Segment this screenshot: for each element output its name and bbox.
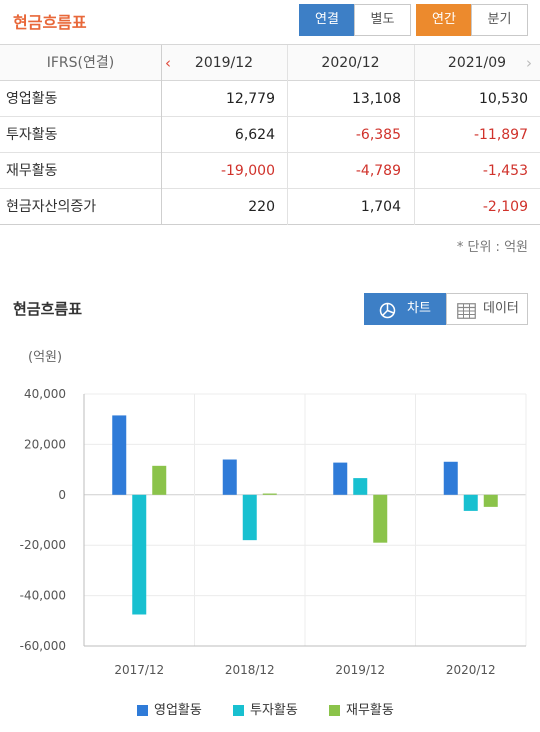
table-cell: -4,789 [355, 163, 401, 179]
table-cell: 13,108 [352, 91, 401, 107]
bar [353, 478, 368, 495]
page-title: 현금흐름표 [13, 13, 87, 32]
view-data-label: 데이터 [483, 301, 519, 316]
bar [333, 462, 348, 495]
row-label: 재무활동 [6, 163, 58, 179]
table-cell: 6,624 [234, 127, 275, 143]
column-divider [287, 153, 288, 189]
chart-unit-label: (억원) [28, 350, 63, 365]
column-header-period: 2021/09 [447, 55, 507, 71]
tab-annual[interactable]: 연간 [416, 4, 472, 36]
column-divider [414, 81, 415, 117]
x-tick-label: 2017/12 [114, 663, 164, 677]
legend-label: 재무활동 [346, 703, 394, 718]
chart-legend: 영업활동 투자활동 재무활동 [0, 700, 540, 722]
view-chart-label: 차트 [407, 301, 431, 316]
row-label: 현금자산의증가 [6, 199, 97, 215]
legend-label: 투자활동 [250, 703, 298, 718]
column-header-period: 2019/12 [194, 55, 254, 71]
pie-chart-icon [379, 301, 396, 331]
legend-label: 영업활동 [154, 703, 202, 718]
header-bar: 현금흐름표 연결 별도 연간 분기 [0, 0, 540, 44]
bar [373, 494, 388, 543]
bar [242, 494, 257, 541]
column-divider [161, 45, 162, 81]
bar [152, 465, 167, 495]
y-tick-label: 0 [58, 488, 66, 502]
tab-consolidated[interactable]: 연결 [299, 4, 355, 36]
table-cell: 10,530 [479, 91, 528, 107]
legend-swatch [137, 705, 148, 716]
column-divider [287, 45, 288, 81]
table-cell: -19,000 [220, 163, 275, 179]
bar [443, 461, 458, 495]
x-tick-label: 2018/12 [225, 663, 275, 677]
chart-section-title: 현금흐름표 [13, 300, 83, 318]
table-row: 영업활동 12,779 13,108 10,530 [0, 81, 540, 117]
column-divider [287, 117, 288, 153]
x-tick-label: 2020/12 [446, 663, 496, 677]
column-divider [161, 153, 162, 189]
view-data-button[interactable]: 데이터 [446, 293, 528, 325]
row-label: 영업활동 [6, 91, 58, 107]
column-divider [161, 189, 162, 225]
legend-swatch [329, 705, 340, 716]
y-tick-label: 20,000 [24, 437, 66, 451]
table-cell: -1,453 [482, 163, 528, 179]
table-cell: 220 [248, 199, 275, 215]
y-tick-label: 40,000 [24, 387, 66, 401]
unit-note: * 단위 : 억원 [456, 240, 528, 255]
table-grid-icon [457, 301, 476, 331]
table-cell: -2,109 [482, 199, 528, 215]
table-corner-label: IFRS(연결) [46, 55, 115, 71]
table-row: 투자활동 6,624 -6,385 -11,897 [0, 117, 540, 153]
bar [262, 493, 277, 495]
y-tick-label: -40,000 [20, 589, 66, 603]
y-tick-label: -60,000 [20, 639, 66, 653]
view-chart-button[interactable]: 차트 [364, 293, 446, 325]
x-tick-label: 2019/12 [335, 663, 385, 677]
bar [483, 494, 498, 507]
table-row: 현금자산의증가 220 1,704 -2,109 [0, 189, 540, 225]
table-header-row: IFRS(연결) ‹ 2019/12 2020/12 2021/09 › [0, 45, 540, 81]
column-header-period: 2020/12 [321, 55, 380, 71]
column-divider [287, 81, 288, 117]
table-cell: -11,897 [473, 127, 528, 143]
column-divider [287, 189, 288, 225]
table-cell: 12,779 [226, 91, 275, 107]
y-tick-label: -20,000 [20, 538, 66, 552]
column-divider [161, 117, 162, 153]
row-label: 투자활동 [6, 127, 58, 143]
bar [463, 494, 478, 511]
column-divider [414, 153, 415, 189]
cashflow-table: IFRS(연결) ‹ 2019/12 2020/12 2021/09 › 영업활… [0, 44, 540, 225]
column-divider [161, 81, 162, 117]
cashflow-bar-chart: 40,000 20,000 0 -20,000 -40,000 -60,000 2017/1… [20, 387, 527, 677]
tab-quarterly[interactable]: 분기 [471, 4, 528, 36]
bar [132, 494, 147, 615]
table-row: 재무활동 -19,000 -4,789 -1,453 [0, 153, 540, 189]
legend-swatch [233, 705, 244, 716]
column-divider [414, 45, 415, 81]
table-cell: -6,385 [355, 127, 401, 143]
tab-separate[interactable]: 별도 [354, 4, 411, 36]
bar [222, 459, 237, 495]
bar [112, 415, 127, 495]
chevron-left-icon[interactable]: ‹ [165, 54, 171, 72]
chevron-right-icon[interactable]: › [526, 54, 532, 72]
column-divider [414, 189, 415, 225]
column-divider [414, 117, 415, 153]
table-cell: 1,704 [360, 199, 401, 215]
